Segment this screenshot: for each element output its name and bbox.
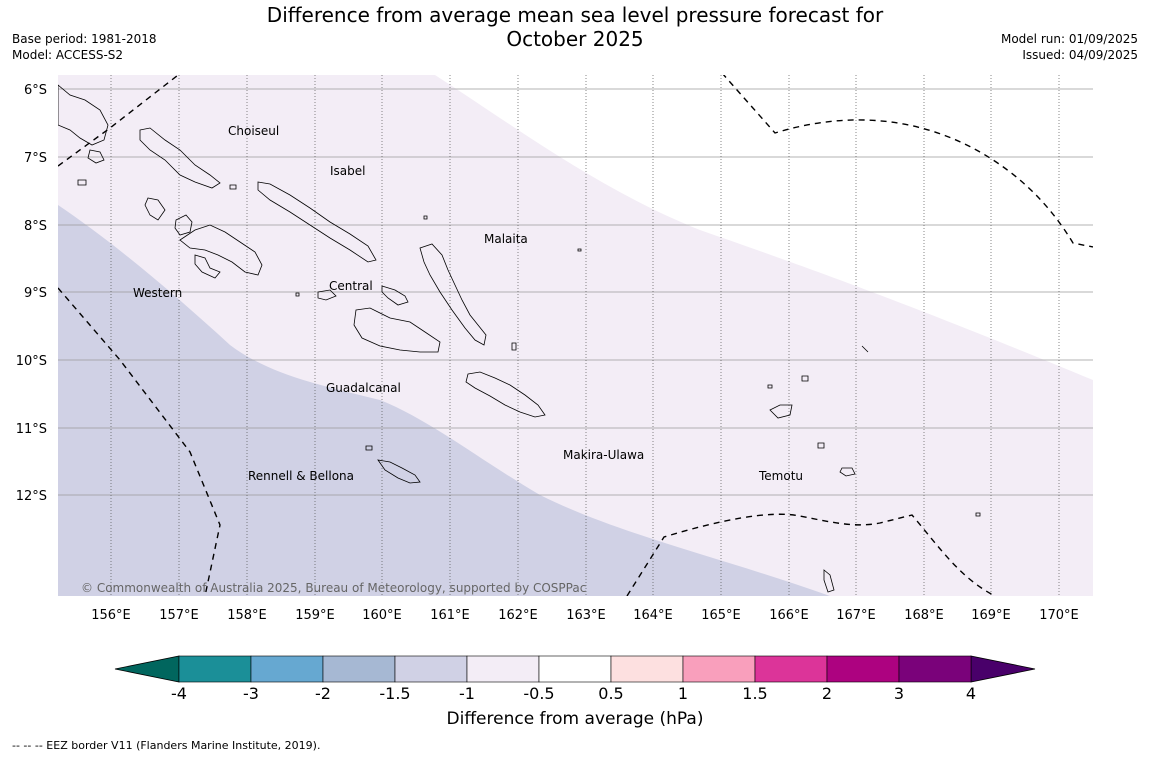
title-line-1: Difference from average mean sea level p… [266,3,884,27]
lat-label: 10°S [16,354,47,369]
island-isabel [257,181,377,263]
colorbar-tick-label: 1 [678,684,688,703]
model-info: Base period: 1981-2018 Model: ACCESS-S2 [12,31,157,63]
colorbar-segment [610,655,684,683]
colorbar-segment [898,655,972,683]
model-run: Model run: 01/09/2025 [1000,32,1138,46]
colorbar-tick-label: 0.5 [598,684,623,703]
island-guadalcanal [353,307,441,353]
colorbar-tick-label: 2 [822,684,832,703]
base-period: Base period: 1981-2018 [12,32,157,46]
lat-label: 9°S [24,286,47,301]
colorbar-segment [466,655,540,683]
lat-gridlines [58,88,1093,496]
label-choiseul: Choiseul [228,124,279,138]
map-area: Choiseul Isabel Malaita Central Western … [58,75,1093,596]
colorbar-tick-label: 3 [894,684,904,703]
label-isabel: Isabel [330,164,365,178]
lon-labels: 156°E 157°E 158°E 159°E 160°E 161°E 162°… [91,608,1079,623]
colorbar-tick-label: 4 [966,684,976,703]
island-nendo [769,404,793,419]
lon-label: 163°E [566,608,606,623]
colorbar-segment [322,655,396,683]
island-rennell [377,459,421,484]
label-temotu: Temotu [758,469,803,483]
eez-borders [58,75,1093,596]
lon-label: 168°E [904,608,944,623]
colorbar-segment [394,655,468,683]
island-new-georgia [179,224,263,276]
lon-label: 162°E [498,608,538,623]
island-malaita [419,243,487,346]
colorbar-tick-label: -0.5 [523,684,554,703]
colorbar-segment [538,655,612,683]
chart-title: Difference from average mean sea level p… [0,3,1150,51]
lon-label: 169°E [971,608,1011,623]
colorbar-segment [178,655,252,683]
colorbar-segment [682,655,756,683]
island-choiseul [139,127,221,189]
model-name: Model: ACCESS-S2 [12,48,124,62]
island-bougainville [58,84,109,146]
colorbar: -4 -3 -2 -1.5 -1 -0.5 0.5 1 1.5 2 3 4 [114,655,1036,703]
colorbar-label: Difference from average (hPa) [446,709,704,729]
lon-label: 157°E [159,608,199,623]
copyright-text: © Commonwealth of Australia 2025, Bureau… [81,581,586,595]
islands [58,84,981,593]
island-makira [465,371,546,418]
lon-label: 165°E [701,608,741,623]
colorbar-segment [250,655,324,683]
colorbar-extend-high [970,655,1036,683]
issued-date: Issued: 04/09/2025 [1022,48,1138,62]
lat-label: 11°S [16,422,47,437]
colorbar-tick-label: -3 [243,684,259,703]
label-western: Western [133,286,182,300]
label-makira-ulawa: Makira-Ulawa [563,448,644,462]
colorbar-tick-label: -4 [171,684,187,703]
label-guadalcanal: Guadalcanal [326,381,401,395]
label-malaita: Malaita [484,232,528,246]
lon-label: 164°E [633,608,673,623]
label-central: Central [329,279,373,293]
province-labels: Choiseul Isabel Malaita Central Western … [133,124,803,483]
lat-label: 12°S [16,489,47,504]
colorbar-tick-label: -2 [315,684,331,703]
title-line-2: October 2025 [506,27,644,51]
fill-neutral [435,75,1093,380]
colorbar-tick-label: -1.5 [379,684,410,703]
lat-label: 8°S [24,219,47,234]
lat-label: 7°S [24,151,47,166]
colorbar-segment [754,655,828,683]
fill-lavender [58,205,830,596]
lon-label: 161°E [430,608,470,623]
label-rennell-bellona: Rennell & Bellona [248,469,354,483]
colorbar-extend-low [114,655,180,683]
lon-label: 170°E [1039,608,1079,623]
run-info: Model run: 01/09/2025 Issued: 04/09/2025 [1001,31,1138,63]
lon-label: 159°E [295,608,335,623]
lat-labels: 6°S 7°S 8°S 9°S 10°S 11°S 12°S [16,83,47,504]
lon-label: 156°E [91,608,131,623]
lat-label: 6°S [24,83,47,98]
colorbar-segment [826,655,900,683]
lon-label: 166°E [769,608,809,623]
lon-label: 160°E [362,608,402,623]
colorbar-tick-label: 1.5 [742,684,767,703]
colorbar-tick-label: -1 [459,684,475,703]
eez-legend: -- -- -- EEZ border V11 (Flanders Marine… [12,739,321,752]
lon-label: 167°E [836,608,876,623]
lon-label: 158°E [227,608,267,623]
